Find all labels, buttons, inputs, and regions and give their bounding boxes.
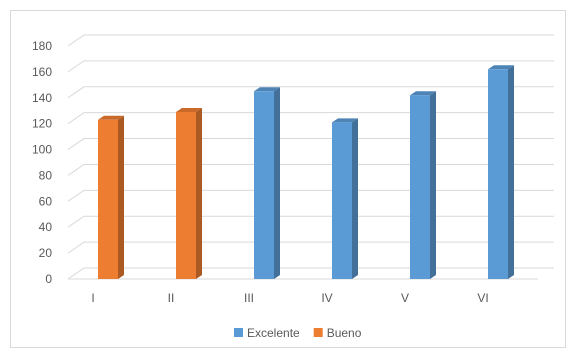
y-tick-label: 100 [32,143,52,157]
gridline [67,34,554,47]
bar-V [410,91,436,279]
y-tick-label: 180 [32,39,52,53]
legend-swatch [234,328,243,337]
y-tick-label: 0 [45,272,52,286]
bar-VI [488,65,514,279]
gridline [67,267,554,280]
y-tick-label: 60 [39,194,53,208]
bars [98,65,514,280]
bar-top [488,65,514,70]
bar-side [118,115,124,280]
y-axis-labels: 0 20 40 60 80 100 120 140 160 180 [32,39,52,286]
bar-side [274,87,280,279]
x-tick-label: I [91,291,94,305]
bar-side [196,108,202,280]
legend-swatch [313,328,323,337]
bar-front [332,122,352,279]
bar-front [176,112,196,280]
gridline [67,138,554,150]
bar-IV [332,118,358,279]
bar-top [98,115,124,120]
bar-front [98,119,118,280]
bar-top [332,118,358,123]
bar-side [430,91,436,279]
bar-top [410,91,436,96]
bar-front [254,91,274,279]
legend: Excelente Bueno [234,326,362,340]
x-tick-label: V [401,291,409,305]
x-axis-labels: I II III IV V VI [91,291,488,305]
bar-front [488,69,508,279]
y-tick-label: 80 [39,168,53,182]
bar-front [410,95,430,279]
x-tick-label: IV [321,291,332,305]
gridline [67,163,554,176]
bar-side [352,118,358,279]
gridline [67,215,554,228]
gridline [67,60,554,73]
y-tick-label: 140 [32,91,52,105]
legend-item-bueno: Bueno [313,326,362,340]
bar-I [98,115,124,280]
gridline [67,241,554,254]
x-tick-label: VI [477,291,488,305]
bar-side [508,65,514,279]
y-tick-label: 40 [39,220,53,234]
legend-label: Bueno [327,326,362,340]
bar-III [254,87,280,279]
legend-item-excelente: Excelente [234,326,300,340]
bar-top [254,87,280,92]
gridline [67,112,554,125]
x-tick-label: II [168,291,175,305]
y-tick-label: 20 [39,246,53,260]
legend-label: Excelente [247,326,300,340]
bar-II [176,108,202,280]
bar-top [176,108,202,113]
x-tick-label: III [244,291,254,305]
y-tick-label: 160 [32,65,52,79]
gridline [67,86,554,99]
gridline [67,189,554,202]
gridlines [67,34,554,280]
y-tick-label: 120 [32,117,52,131]
